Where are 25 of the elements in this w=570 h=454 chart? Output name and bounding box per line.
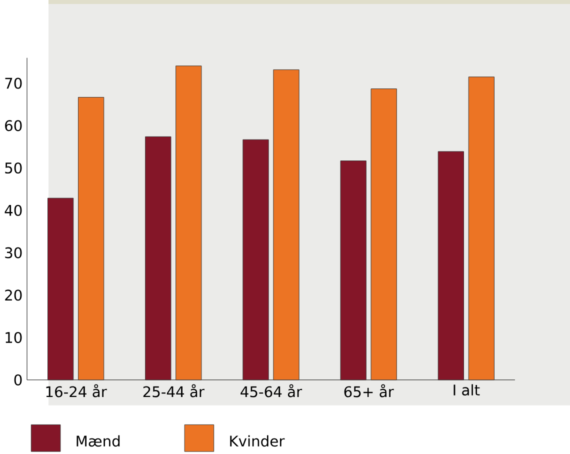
y-tick-label: 50 [5,162,22,174]
x-tick-label: I alt [454,384,480,396]
bar [438,151,464,380]
x-tick-label: 65+ år [344,384,394,398]
y-tick-label: 60 [5,120,22,132]
y-tick-label: 70 [5,78,22,89]
x-tick-label: 16-24 år [46,384,107,398]
bar [48,198,74,380]
y-tick-label: 20 [5,290,22,301]
x-tick-label: 45-64 år [240,384,302,398]
bar [242,139,269,380]
y-tick-label: 0 [14,374,22,386]
x-tick-label: 25-44 år [143,384,204,398]
legend-label: Mænd [76,435,120,447]
bar [370,88,397,380]
bar [340,160,366,380]
legend-label: Kvinder [230,435,285,447]
bar [273,69,300,380]
y-tick-label: 30 [5,247,22,258]
y-tick-label: 10 [6,332,22,343]
bar [176,66,202,380]
bar [468,76,494,380]
y-tick-label: 40 [4,204,22,216]
bar [78,96,104,380]
bar [145,136,172,380]
